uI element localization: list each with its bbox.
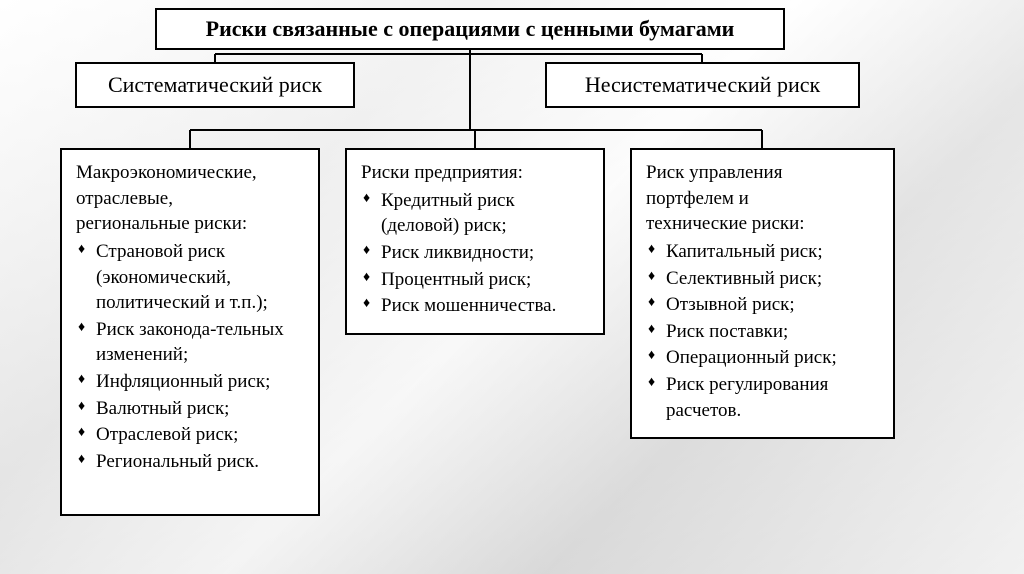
enterprise-risks-list: Кредитный риск (деловой) риск;Риск ликви… [361, 188, 589, 319]
enterprise-risks-box: Риски предприятия: Кредитный риск (делов… [345, 148, 605, 335]
systematic-risk-box: Систематический риск [75, 62, 355, 108]
heading-line: технические риски: [646, 213, 805, 234]
heading-line: региональные риски: [76, 213, 247, 234]
list-item: Капитальный риск; [646, 239, 879, 265]
heading-line: Макроэкономические, [76, 162, 257, 183]
list-item: Кредитный риск (деловой) риск; [361, 188, 589, 239]
list-item: Валютный риск; [76, 396, 304, 422]
enterprise-risks-heading: Риски предприятия: [361, 160, 589, 186]
macro-risks-box: Макроэкономические, отраслевые, региональн… [60, 148, 320, 516]
list-item: Операционный риск; [646, 345, 879, 371]
root-title-text: Риски связанные с операциями с ценными б… [206, 16, 735, 41]
list-item: Процентный риск; [361, 267, 589, 293]
list-item: Селективный риск; [646, 266, 879, 292]
list-item: Региональный риск. [76, 449, 304, 475]
portfolio-risks-list: Капитальный риск;Селективный риск;Отзывн… [646, 239, 879, 423]
portfolio-risks-box: Риск управления портфелем и технические ри… [630, 148, 895, 439]
heading-line: портфелем и [646, 188, 749, 209]
nonsystematic-risk-label: Несистематический риск [585, 72, 820, 97]
list-item: Риск регулирования расчетов. [646, 372, 879, 423]
list-item: Риск поставки; [646, 319, 879, 345]
root-title-box: Риски связанные с операциями с ценными б… [155, 8, 785, 50]
risk-tree-diagram: Риски связанные с операциями с ценными б… [0, 0, 1024, 574]
systematic-risk-label: Систематический риск [108, 72, 322, 97]
macro-risks-heading: Макроэкономические, отраслевые, региональн… [76, 160, 304, 237]
list-item: Отраслевой риск; [76, 422, 304, 448]
list-item: Инфляционный риск; [76, 369, 304, 395]
list-item: Отзывной риск; [646, 292, 879, 318]
list-item: Риск ликвидности; [361, 240, 589, 266]
portfolio-risks-heading: Риск управления портфелем и технические ри… [646, 160, 879, 237]
list-item: Страновой риск (экономический, политичес… [76, 239, 304, 316]
macro-risks-list: Страновой риск (экономический, политичес… [76, 239, 304, 475]
nonsystematic-risk-box: Несистематический риск [545, 62, 860, 108]
heading-line: Риски предприятия: [361, 162, 523, 183]
heading-line: отраслевые, [76, 188, 173, 209]
list-item: Риск мошенничества. [361, 293, 589, 319]
heading-line: Риск управления [646, 162, 782, 183]
list-item: Риск законода-тельных изменений; [76, 317, 304, 368]
